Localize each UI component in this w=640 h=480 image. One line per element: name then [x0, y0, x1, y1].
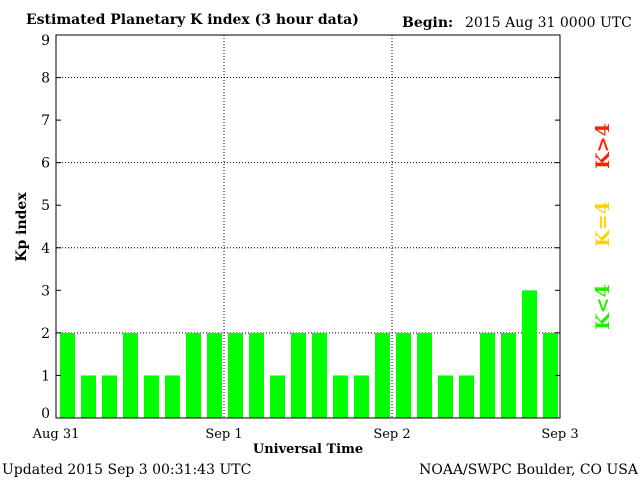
y-tick-label: 2	[41, 326, 50, 342]
y-tick-label: 7	[41, 113, 50, 129]
kp-bar	[396, 332, 411, 418]
kp-bar	[165, 375, 180, 418]
y-tick-label: 5	[41, 198, 50, 214]
kp-bar	[186, 332, 201, 418]
kp-bar	[102, 375, 117, 418]
kp-bar	[354, 375, 369, 418]
kp-bar	[291, 332, 306, 418]
legend-item: K<4	[592, 284, 614, 330]
begin-label: Begin:	[402, 15, 453, 31]
y-tick-label: 4	[41, 241, 50, 257]
y-tick-label: 8	[41, 71, 50, 87]
y-tick-label: 9	[41, 33, 50, 49]
y-axis-label: Kp index	[14, 192, 30, 262]
y-tick-label: 1	[41, 368, 50, 384]
legend-item: K=4	[592, 201, 614, 247]
plot-frame	[55, 34, 561, 419]
y-tick-label: 6	[41, 156, 50, 172]
kp-bar	[228, 332, 243, 418]
kp-bar	[207, 332, 222, 418]
kp-bar	[270, 375, 285, 418]
y-tick-label: 0	[41, 406, 50, 422]
source-text: NOAA/SWPC Boulder, CO USA	[419, 462, 639, 478]
kp-bar	[543, 332, 558, 418]
kp-bar	[522, 290, 537, 418]
y-tick-label: 3	[41, 283, 50, 299]
kp-bar	[333, 375, 348, 418]
kp-bar	[480, 332, 495, 418]
kp-bar	[375, 332, 390, 418]
kp-bar	[438, 375, 453, 418]
kp-bar	[123, 332, 138, 418]
x-tick-label: Sep 2	[373, 427, 410, 442]
x-tick-label: Aug 31	[32, 427, 80, 442]
x-axis-label: Universal Time	[253, 442, 363, 457]
chart-title: Estimated Planetary K index (3 hour data…	[26, 12, 359, 28]
kp-bar	[417, 332, 432, 418]
begin-value: 2015 Aug 31 0000 UTC	[465, 15, 632, 31]
x-tick-label: Sep 3	[541, 427, 578, 442]
kp-bar	[501, 332, 516, 418]
x-tick-label: Sep 1	[205, 427, 242, 442]
kp-bar	[81, 375, 96, 418]
kp-bar	[60, 332, 75, 418]
legend-item: K>4	[592, 123, 614, 169]
kp-bar	[459, 375, 474, 418]
updated-text: Updated 2015 Sep 3 00:31:43 UTC	[2, 462, 251, 478]
kp-bar	[144, 375, 159, 418]
kp-bar	[312, 332, 327, 418]
kp-bar	[249, 332, 264, 418]
